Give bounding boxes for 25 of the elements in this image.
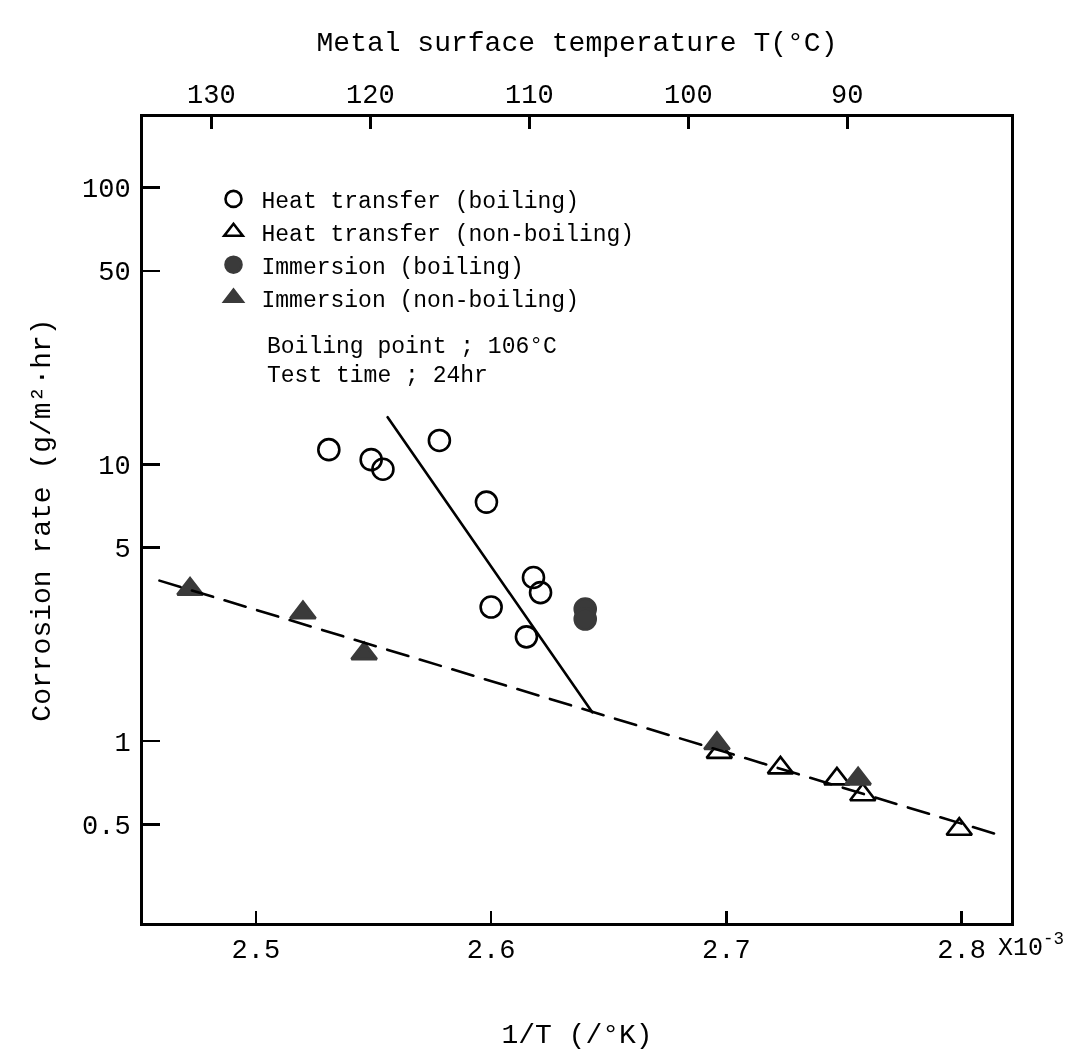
y-tick-label: 50 [98,258,131,289]
x-tick-label: 2.7 [702,936,751,967]
annotation: Boiling point ; 106°C [267,334,557,360]
y-tick-label: 10 [98,451,131,482]
x-tick-label: 2.5 [231,936,281,967]
x-axis-title: 1/T (/°K) [501,1019,653,1051]
x-tick-label: 2.6 [466,936,516,967]
y-tick-label: 1 [114,728,131,759]
x2-tick-label: 120 [346,81,395,112]
y-tick-label: 0.5 [81,811,131,842]
legend-label: Heat transfer (non-boiling) [261,221,635,248]
y-tick-label: 100 [81,175,131,206]
x2-tick-label: 100 [663,81,713,112]
y-tick-label: 5 [114,535,131,566]
x2-tick-label: 130 [187,81,236,112]
legend-label: Immersion (non-boiling) [261,287,579,314]
x2-tick-label: 110 [505,81,554,112]
text: X10$^{-3}$ [998,929,1065,963]
legend-label: Heat transfer (boiling) [261,188,579,215]
x2-axis-title: Metal surface temperature T(°C) [316,27,838,59]
legend-label: Immersion (boiling) [261,254,524,281]
x2-tick-label: 90 [831,81,864,112]
annotation: Test time ; 24hr [267,363,488,389]
y-axis-title: Corrosion rate (g/m²·hr) [26,318,58,722]
x-tick-label: 2.8 [937,936,986,967]
